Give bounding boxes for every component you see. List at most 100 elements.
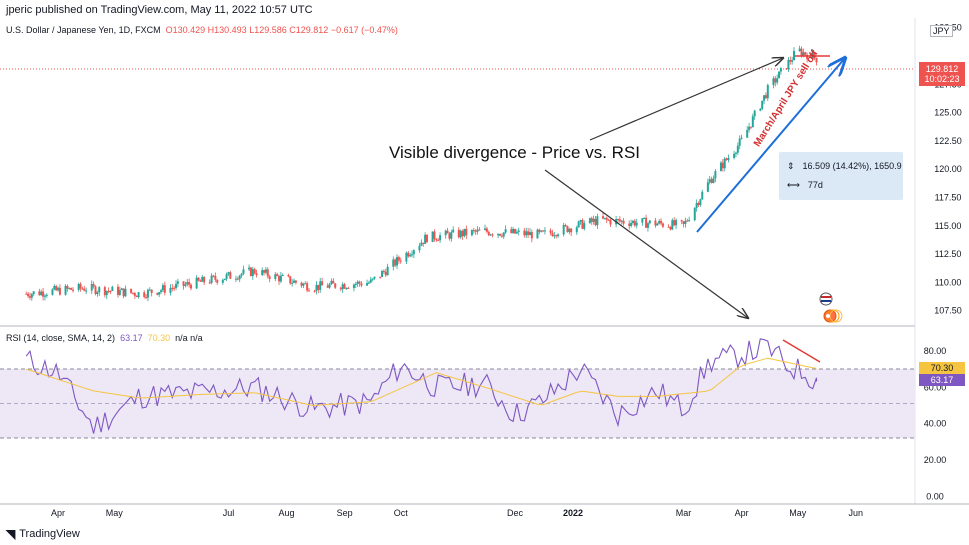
candle-body [673, 220, 676, 226]
candle-body [111, 286, 114, 291]
price-tick-label: 107.50 [934, 306, 962, 316]
symbol-name[interactable]: U.S. Dollar / Japanese Yen, 1D, FXCM [6, 25, 161, 35]
candle-body [397, 257, 400, 261]
rsi-legend: RSI (14, close, SMA, 14, 2) 63.17 70.30 … [6, 333, 203, 343]
candle-body [236, 278, 239, 280]
candle-body [499, 233, 502, 236]
candle-body [802, 52, 805, 56]
candle-body [433, 231, 436, 240]
candle-body [343, 284, 346, 289]
candle-body [645, 217, 648, 228]
candle-body [500, 235, 503, 237]
rsi-tick-label: 20.00 [924, 455, 947, 465]
candle-body [176, 281, 179, 284]
candle-body [163, 285, 166, 293]
candle-body [70, 287, 73, 290]
candle-body [697, 202, 700, 205]
time-tick-label: Aug [279, 508, 295, 518]
candle-body [45, 294, 48, 296]
candle-body [55, 286, 58, 291]
candle-body [577, 221, 580, 228]
candle-body [557, 234, 560, 237]
candle-body [579, 220, 582, 222]
candle-body [90, 284, 93, 291]
candle-body [517, 230, 520, 232]
candle-body [332, 280, 335, 284]
rsi-label[interactable]: RSI (14, close, SMA, 14, 2) [6, 333, 116, 343]
time-axis: Apr May Jul Aug Sep Oct Dec 2022 Mar Apr May Jun [51, 508, 863, 518]
candle-body [656, 223, 659, 226]
candle-body [339, 287, 342, 290]
divergence-arrow-down [544, 169, 748, 318]
candle-body [525, 231, 528, 236]
countdown-value: 10:02:23 [924, 74, 960, 84]
candle-body [542, 230, 545, 232]
candle-body [448, 233, 451, 239]
candle-body [661, 223, 664, 227]
candle-body [749, 126, 752, 128]
candle-body [210, 275, 213, 283]
candle-body [392, 259, 395, 267]
candle-body [740, 137, 743, 139]
time-tick-label: Apr [735, 508, 749, 518]
currency-badge[interactable]: JPY [930, 25, 953, 37]
candle-body [72, 289, 75, 291]
candle-body [381, 271, 384, 278]
rsi-tick-label: 0.00 [926, 491, 944, 501]
candle-body [253, 269, 256, 274]
candle-body [418, 245, 421, 251]
candle-body [420, 242, 423, 246]
divergence-annotation[interactable]: Visible divergence - Price vs. RSI [389, 143, 641, 162]
candle-body [208, 282, 211, 284]
candle-body [85, 290, 88, 292]
candle-body [605, 217, 608, 220]
candle-body [513, 228, 516, 234]
candle-body [474, 230, 477, 232]
candle-body [607, 219, 610, 221]
candle-body [276, 274, 279, 277]
candle-body [596, 216, 599, 226]
candle-body [806, 54, 809, 60]
candle-body [306, 283, 309, 291]
candle-body [616, 218, 619, 220]
candle-body [778, 71, 781, 79]
candle-body [523, 230, 526, 236]
candle-body [708, 179, 711, 183]
candle-body [145, 296, 148, 298]
price-tick-label: 110.00 [935, 277, 962, 287]
candle-body [654, 220, 657, 226]
candle-body [347, 287, 350, 289]
candle-body [58, 287, 61, 295]
candle-body [227, 272, 230, 275]
time-tick-label: Jun [849, 508, 864, 518]
candle-body [686, 220, 689, 222]
candle-body [146, 289, 149, 298]
candle-body [266, 269, 269, 277]
candle-body [263, 270, 266, 273]
price-range-measure[interactable]: ⇕ 16.509 (14.42%), 1650.9 ⟷ 77d [779, 152, 903, 200]
time-tick-label: Apr [51, 508, 65, 518]
candle-body [630, 222, 633, 226]
candle-body [248, 267, 251, 270]
candle-body [530, 232, 533, 239]
candle-body [748, 126, 751, 130]
candle-body [313, 290, 316, 292]
candle-body [51, 289, 54, 295]
candle-body [156, 292, 159, 295]
symbol-legend: U.S. Dollar / Japanese Yen, 1D, FXCM O13… [6, 25, 398, 35]
candle-body [463, 228, 466, 237]
candle-body [122, 288, 125, 297]
candle-body [326, 285, 329, 288]
time-tick-label: 2022 [563, 508, 583, 518]
candle-body [618, 219, 621, 222]
candle-body [583, 223, 586, 229]
candle-body [706, 182, 709, 192]
candle-body [549, 230, 552, 233]
tradingview-logo[interactable]: ◥ TradingView [6, 527, 80, 541]
candle-body [734, 152, 737, 154]
candle-body [109, 290, 112, 292]
candle-body [32, 291, 35, 295]
price-tick-label: 122.50 [934, 136, 962, 146]
candle-body [249, 267, 252, 277]
candle-body [622, 220, 625, 224]
